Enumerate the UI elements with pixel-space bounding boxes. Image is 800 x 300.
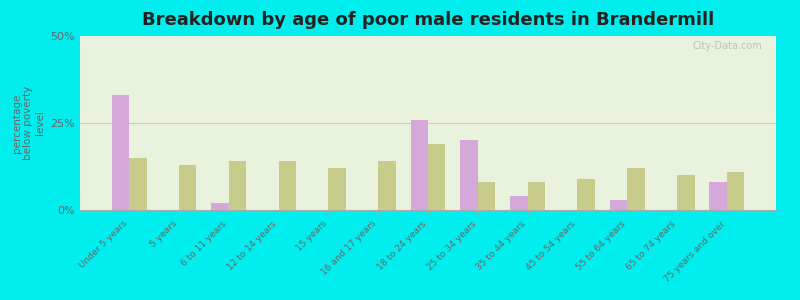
Bar [229,161,246,210]
Bar [410,119,428,210]
Bar [478,182,495,210]
Bar [278,161,296,210]
Title: Breakdown by age of poor male residents in Brandermill: Breakdown by age of poor male residents … [142,11,714,29]
Text: City-Data.com: City-Data.com [692,41,762,51]
Bar [112,95,129,210]
Y-axis label: percentage
below poverty
level: percentage below poverty level [12,86,45,160]
Bar [460,140,478,210]
Bar [328,168,346,210]
Bar [510,196,528,210]
Bar [428,144,446,210]
Bar [677,175,694,210]
Bar [727,172,744,210]
Bar [179,165,196,210]
Bar [129,158,146,210]
Bar [211,203,229,210]
Bar [528,182,545,210]
Bar [610,200,627,210]
Bar [378,161,396,210]
Bar [710,182,727,210]
Bar [578,179,595,210]
Bar [627,168,645,210]
